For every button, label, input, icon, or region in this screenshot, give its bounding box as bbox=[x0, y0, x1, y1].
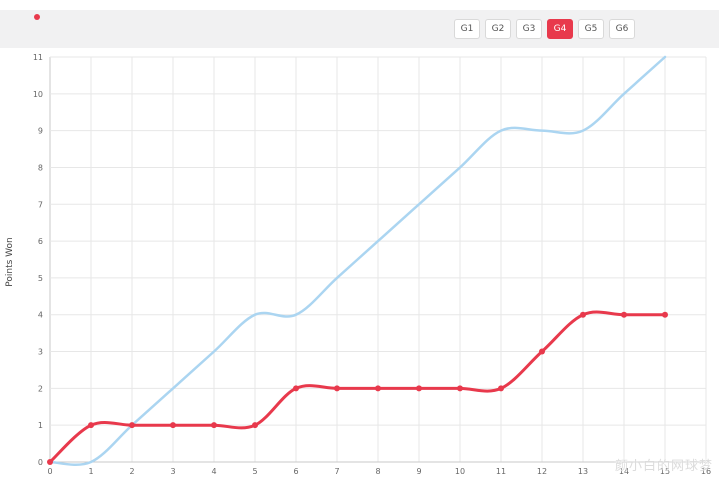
red-series-line bbox=[48, 310, 667, 464]
red-data-point bbox=[621, 311, 627, 318]
toolbar: G1 G2 G3 G4 G5 G6 bbox=[0, 10, 719, 48]
x-tick-label: 10 bbox=[455, 467, 465, 476]
x-tick-label: 3 bbox=[170, 467, 175, 476]
y-tick-label: 4 bbox=[38, 311, 43, 320]
x-tick-label: 11 bbox=[496, 467, 506, 476]
y-tick-label: 11 bbox=[33, 53, 43, 62]
red-data-point bbox=[416, 385, 422, 392]
y-tick-label: 10 bbox=[33, 90, 43, 99]
red-data-point bbox=[88, 422, 94, 429]
x-tick-label: 2 bbox=[129, 467, 134, 476]
y-tick-label: 8 bbox=[38, 163, 43, 172]
gridlines bbox=[49, 56, 707, 463]
game-button-g6[interactable]: G6 bbox=[609, 19, 635, 39]
red-data-point bbox=[293, 385, 299, 392]
red-data-point bbox=[334, 385, 340, 392]
red-data-point bbox=[580, 311, 586, 318]
x-tick-label: 1 bbox=[88, 467, 93, 476]
watermark: 颜小白的网球梦 bbox=[614, 459, 713, 474]
red-data-point bbox=[457, 385, 463, 392]
y-tick-label: 5 bbox=[38, 274, 43, 283]
x-tick-label: 13 bbox=[578, 467, 588, 476]
game-button-g3[interactable]: G3 bbox=[516, 19, 542, 39]
x-tick-label: 7 bbox=[334, 467, 339, 476]
y-tick-label: 1 bbox=[38, 421, 43, 430]
blue-series-line bbox=[48, 55, 667, 466]
game-button-g2[interactable]: G2 bbox=[485, 19, 511, 39]
red-data-point bbox=[170, 422, 176, 429]
record-dot-icon bbox=[34, 14, 40, 20]
red-data-point bbox=[211, 422, 217, 429]
y-tick-label: 2 bbox=[38, 384, 43, 393]
x-tick-label: 16 bbox=[701, 467, 711, 476]
red-data-point bbox=[662, 311, 668, 318]
chart-series bbox=[47, 55, 668, 466]
game-button-g1[interactable]: G1 bbox=[454, 19, 480, 39]
x-tick-label: 0 bbox=[47, 467, 52, 476]
red-data-point bbox=[498, 385, 504, 392]
game-buttons: G1 G2 G3 G4 G5 G6 bbox=[454, 19, 635, 39]
red-data-point bbox=[47, 459, 53, 465]
y-tick-label: 6 bbox=[38, 237, 43, 246]
x-tick-label: 6 bbox=[293, 467, 298, 476]
game-button-g5[interactable]: G5 bbox=[578, 19, 604, 39]
x-tick-label: 14 bbox=[619, 467, 629, 476]
red-data-point bbox=[252, 422, 258, 429]
red-data-point bbox=[375, 385, 381, 392]
x-tick-label: 5 bbox=[252, 467, 257, 476]
y-axis-title: Points Won bbox=[5, 237, 15, 286]
x-tick-label: 15 bbox=[660, 467, 670, 476]
y-tick-label: 0 bbox=[38, 458, 43, 467]
x-tick-label: 4 bbox=[211, 467, 216, 476]
y-tick-label: 7 bbox=[38, 200, 43, 209]
red-data-point bbox=[129, 422, 135, 429]
game-button-g4[interactable]: G4 bbox=[547, 19, 573, 39]
x-tick-label: 12 bbox=[537, 467, 547, 476]
x-tick-label: 9 bbox=[416, 467, 421, 476]
red-data-point bbox=[539, 348, 545, 355]
y-tick-label: 3 bbox=[38, 348, 43, 357]
y-tick-label: 9 bbox=[38, 127, 43, 136]
x-tick-label: 8 bbox=[375, 467, 380, 476]
